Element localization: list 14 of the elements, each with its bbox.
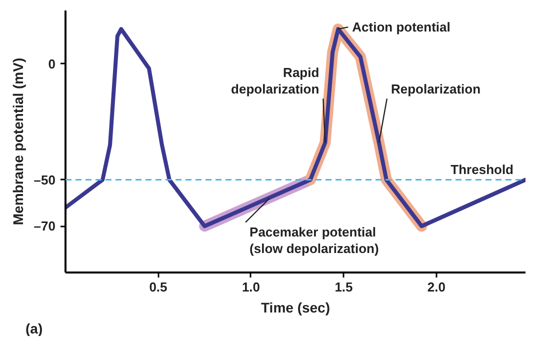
annotation: Pacemaker potential (slow depolarization)	[250, 224, 379, 256]
ref-line-label: Threshold	[450, 162, 514, 177]
x-axis-title: Time (sec)	[261, 300, 330, 316]
y-axis-title: Membrane potential (mV)	[10, 58, 26, 226]
x-tick-label: 1.0	[242, 280, 260, 294]
x-tick-label: 1.5	[334, 280, 353, 294]
annotation: Repolarization	[390, 82, 481, 97]
x-tick-label: 2.0	[427, 280, 446, 294]
y-tick-label: 0	[48, 56, 56, 72]
annotation: Action potential	[352, 20, 450, 35]
y-tick-label: –50	[34, 172, 56, 188]
x-tick-label: 0.5	[149, 280, 168, 294]
y-tick-label: –70	[34, 218, 56, 234]
annotation: Rapid depolarization	[231, 65, 320, 97]
